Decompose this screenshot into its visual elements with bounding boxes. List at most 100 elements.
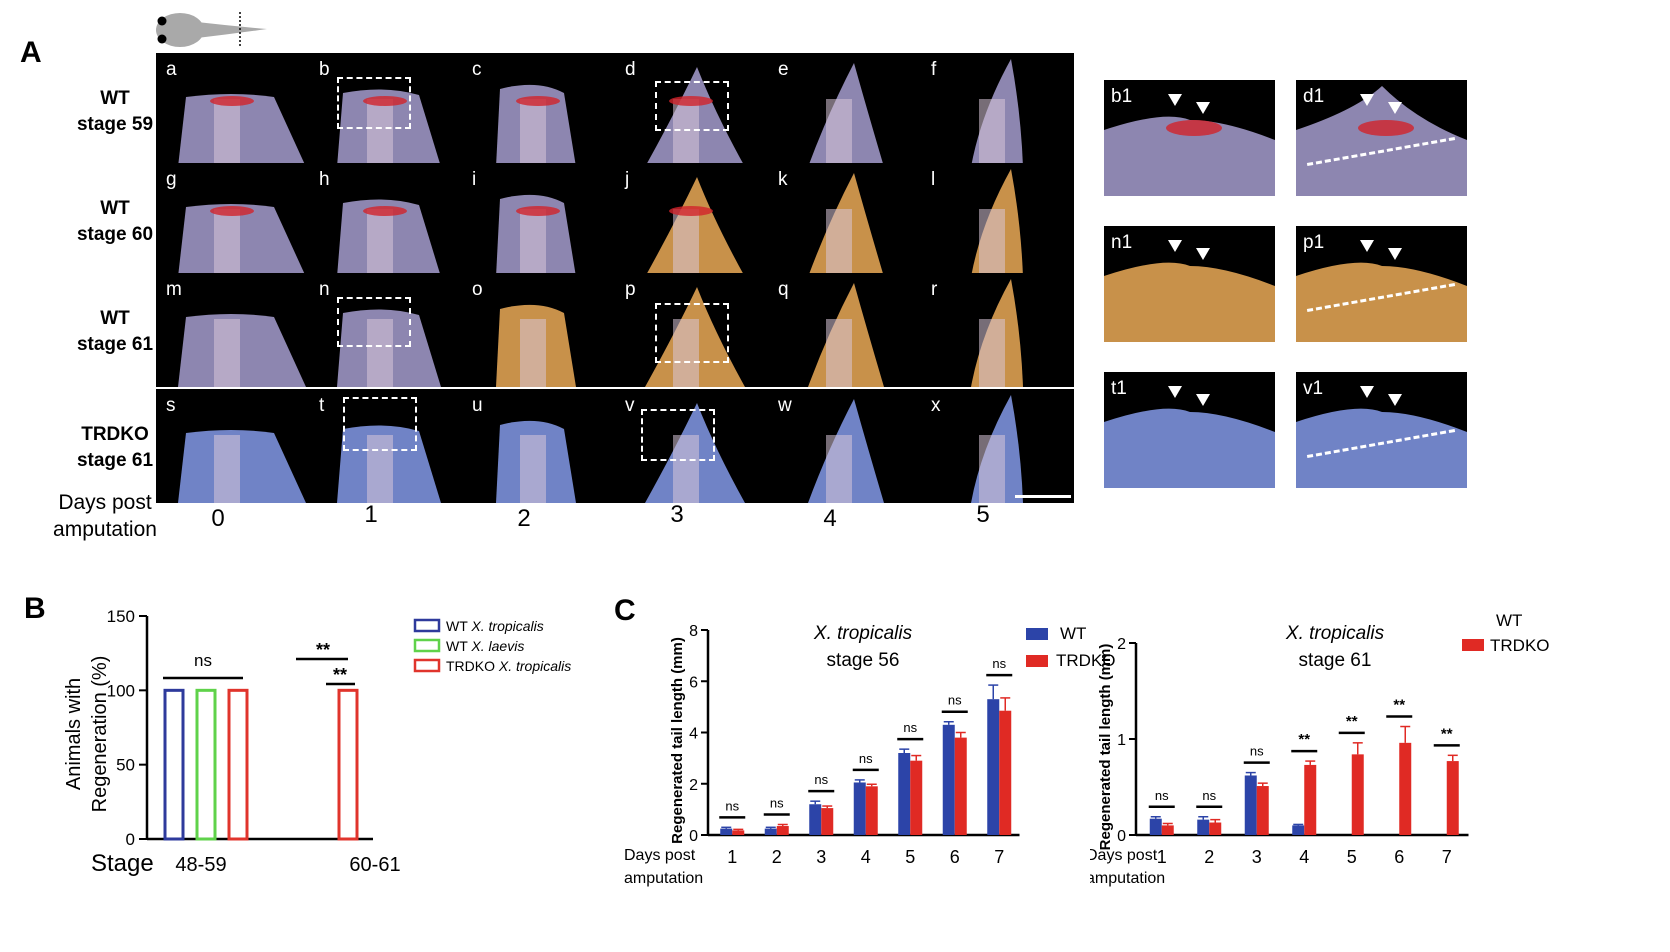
image-tile-u: u — [462, 389, 615, 503]
image-tile-j: j — [615, 163, 768, 277]
image-tile-r: r — [921, 273, 1074, 387]
tissue-shape — [178, 314, 306, 387]
inset-tissue-shape — [1296, 262, 1467, 342]
c-bar — [942, 724, 955, 835]
c-bar — [865, 786, 878, 835]
tile-label: m — [166, 279, 182, 300]
c-x-tick-label: 2 — [772, 847, 782, 867]
row-label-line2: stage 60 — [76, 224, 154, 245]
white-arrowhead-icon — [1168, 94, 1182, 106]
tile-label: a — [166, 59, 177, 80]
b-bar — [163, 688, 185, 841]
white-arrowhead-icon — [1360, 386, 1374, 398]
tadpole-schematic-icon — [156, 12, 267, 48]
inset-label: d1 — [1303, 86, 1325, 107]
image-tile-c: c — [462, 53, 615, 167]
tile-label: v — [625, 395, 635, 416]
tile-label: u — [472, 395, 483, 416]
white-arrowhead-icon — [1360, 94, 1374, 106]
image-tile-p: p — [615, 273, 768, 387]
c-bar — [999, 710, 1012, 835]
c-bar — [954, 737, 967, 835]
row-label-3: TRDKO stage 61 — [50, 422, 180, 474]
days-label-line2: amputation — [53, 518, 157, 541]
image-tile-b: b — [309, 53, 462, 167]
zoom-inset-t1: t1 — [1104, 372, 1275, 488]
tissue-shape — [808, 283, 884, 387]
tile-label: x — [931, 395, 941, 416]
b-y-axis-label: Animals with Regeneration (%) — [63, 656, 111, 813]
zoom-inset-v1: v1 — [1296, 372, 1467, 488]
tile-label: n — [319, 279, 330, 300]
c-x-tick-label: 3 — [1252, 847, 1262, 867]
c-annotation: ns — [1250, 744, 1264, 759]
b-x-axis-label: Stage — [91, 850, 154, 877]
white-arrowhead-icon — [1196, 248, 1210, 260]
white-arrowhead-icon — [1388, 102, 1402, 114]
zoom-inset-n1: n1 — [1104, 226, 1275, 342]
image-tile-w: w — [768, 389, 921, 503]
image-tile-h: h — [309, 163, 462, 277]
c-y-tick-label: 6 — [689, 674, 698, 691]
dashed-roi-box — [655, 81, 729, 131]
c-annotation: ns — [814, 772, 828, 787]
b-y-tick-label: 50 — [116, 756, 135, 775]
c-bar — [1149, 818, 1162, 835]
image-tile-i: i — [462, 163, 615, 277]
c-annotation: ns — [992, 656, 1006, 671]
b-legend-label: TRDKO X. tropicalis — [446, 658, 571, 674]
tile-label: e — [778, 59, 789, 80]
c-y-tick-label: 0 — [1117, 828, 1126, 845]
c-bar — [1256, 786, 1269, 835]
scale-bar — [1015, 495, 1071, 498]
tile-label: j — [625, 169, 630, 190]
tile-label: b — [319, 59, 330, 80]
image-tile-v: v — [615, 389, 768, 503]
c-bar — [1161, 825, 1174, 835]
day-tick-3: 3 — [670, 501, 684, 528]
tissue-shape — [808, 173, 884, 277]
b-y-tick-label: 100 — [107, 681, 135, 700]
panel-c-letter: C — [614, 594, 636, 627]
c-title-line1: X. tropicalis — [813, 623, 913, 644]
tile-label: d — [625, 59, 636, 80]
c-annotation: ns — [903, 720, 917, 735]
c-x-axis-label-line2: amputation — [624, 870, 703, 887]
white-arrowhead-icon — [1196, 394, 1210, 406]
tile-label: s — [166, 395, 176, 416]
c-bar — [776, 826, 789, 835]
row-label-1: WT stage 60 — [50, 196, 180, 248]
c-annotation: ns — [948, 693, 962, 708]
tissue-shape — [971, 59, 1023, 167]
tissue-shape — [971, 279, 1023, 387]
tissue-shape — [337, 309, 441, 387]
tile-label: r — [931, 279, 938, 300]
days-post-amputation-label: Days post amputation — [45, 489, 165, 543]
b-y-tick-label: 0 — [126, 830, 135, 849]
tissue-shape — [178, 204, 306, 277]
white-arrowhead-icon — [1388, 248, 1402, 260]
inset-label: t1 — [1111, 378, 1127, 399]
c-annotation: ns — [770, 795, 784, 810]
c-bar — [764, 828, 777, 835]
c-bar — [1292, 825, 1305, 835]
b-x-tick-label: 60-61 — [349, 854, 400, 876]
c-x-tick-label: 2 — [1204, 847, 1214, 867]
c-legend-label: WT — [1060, 624, 1086, 643]
c-x-tick-label: 4 — [1299, 847, 1309, 867]
tissue-shape — [645, 177, 745, 277]
image-tile-d: d — [615, 53, 768, 167]
b-legend-swatch — [413, 618, 441, 633]
c-annotation: ** — [1393, 697, 1405, 714]
c-y-tick-label: 0 — [689, 828, 698, 845]
tile-label: c — [472, 59, 482, 80]
tissue-shape — [808, 63, 884, 167]
image-tile-k: k — [768, 163, 921, 277]
c-bar — [1446, 761, 1459, 835]
image-tile-q: q — [768, 273, 921, 387]
c-annotation: ns — [1202, 788, 1216, 803]
c-bar — [1197, 819, 1210, 835]
day-tick-1: 1 — [364, 501, 378, 528]
c-bar — [987, 699, 1000, 835]
dashed-roi-box — [655, 303, 729, 363]
